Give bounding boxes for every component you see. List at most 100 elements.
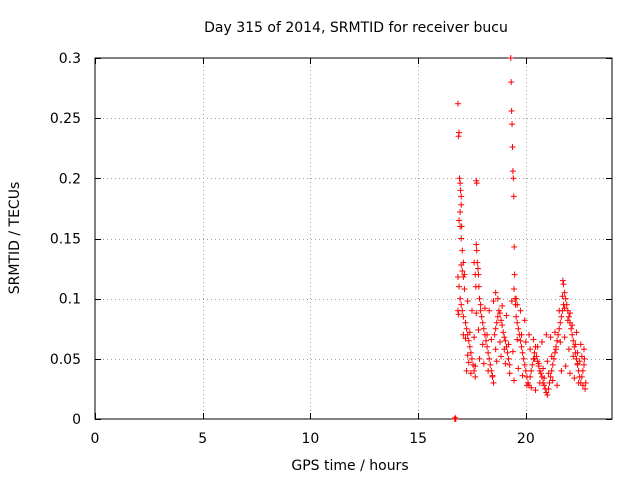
x-tick-label: 15: [409, 431, 427, 447]
data-point: [457, 295, 464, 302]
data-point: [541, 375, 548, 382]
data-point: [554, 382, 561, 389]
data-point: [487, 361, 494, 368]
data-point: [454, 100, 461, 107]
data-point: [472, 271, 479, 278]
data-point: [458, 201, 465, 208]
data-point: [486, 355, 493, 362]
data-point: [564, 317, 571, 324]
data-point: [463, 367, 470, 374]
data-point: [481, 305, 488, 312]
data-point: [573, 329, 580, 336]
data-point: [547, 334, 554, 341]
data-point: [560, 281, 567, 288]
data-point: [565, 313, 572, 320]
data-point: [484, 331, 491, 338]
data-point: [493, 319, 500, 326]
data-point: [459, 267, 466, 274]
data-point: [540, 365, 547, 372]
data-point: [518, 343, 525, 350]
data-point: [558, 313, 565, 320]
data-point: [561, 334, 568, 341]
data-point: [494, 313, 501, 320]
data-point: [559, 293, 566, 300]
data-point: [544, 391, 551, 398]
data-point: [499, 302, 506, 309]
data-point: [555, 331, 562, 338]
data-point: [507, 55, 514, 61]
data-point: [480, 325, 487, 332]
data-point: [464, 298, 471, 305]
data-point: [492, 289, 499, 296]
data-point: [493, 358, 500, 365]
data-point: [573, 355, 580, 362]
data-point: [523, 382, 530, 389]
data-point: [473, 310, 480, 317]
data-point: [559, 277, 566, 284]
data-point: [578, 353, 585, 360]
data-point: [492, 346, 499, 353]
y-tick-label: 0.1: [59, 292, 81, 308]
data-point: [538, 338, 545, 345]
data-point: [580, 361, 587, 368]
data-point: [496, 338, 503, 345]
x-axis-label: GPS time / hours: [291, 458, 408, 474]
data-point: [522, 338, 529, 345]
data-point: [509, 144, 516, 151]
data-point: [548, 353, 555, 360]
data-point: [527, 346, 534, 353]
data-point: [465, 337, 472, 344]
data-point: [505, 355, 512, 362]
data-point: [457, 187, 464, 194]
data-point: [574, 349, 581, 356]
data-point: [578, 373, 585, 380]
data-point: [462, 319, 469, 326]
data-point: [508, 79, 515, 86]
data-point: [480, 360, 487, 367]
data-point: [568, 325, 575, 332]
data-point: [575, 379, 582, 386]
data-point: [488, 336, 495, 343]
data-point: [461, 286, 468, 293]
data-point: [484, 343, 491, 350]
data-point: [458, 261, 465, 268]
data-point: [529, 361, 536, 368]
data-point: [526, 331, 533, 338]
data-point: [546, 379, 553, 386]
data-point: [572, 341, 579, 348]
data-point: [554, 337, 561, 344]
data-point: [544, 358, 551, 365]
data-point: [465, 359, 472, 366]
data-point: [552, 346, 559, 353]
data-point: [471, 367, 478, 374]
data-point: [560, 301, 567, 308]
data-point: [541, 382, 548, 389]
data-point: [452, 416, 459, 422]
data-point: [455, 311, 462, 318]
data-point: [509, 348, 516, 355]
data-point: [561, 289, 568, 296]
data-point: [468, 355, 475, 362]
data-point: [490, 379, 497, 386]
x-tick-label: 5: [198, 431, 207, 447]
x-tick-label: 20: [517, 431, 535, 447]
data-point: [549, 377, 556, 384]
y-tick-label: 0.25: [50, 111, 81, 127]
data-point: [521, 361, 528, 368]
data-point: [514, 336, 521, 343]
y-tick-label: 0.15: [50, 232, 81, 248]
data-point: [582, 385, 589, 392]
data-point: [476, 295, 483, 302]
data-point: [515, 325, 522, 332]
data-point: [574, 360, 581, 367]
data-point: [506, 370, 513, 377]
data-point: [454, 307, 461, 314]
data-point: [522, 367, 529, 374]
data-point: [549, 361, 556, 368]
data-point: [458, 193, 465, 200]
data-point: [502, 360, 509, 367]
data-point: [475, 326, 482, 333]
data-point: [473, 180, 480, 187]
data-point: [485, 349, 492, 356]
data-point: [473, 241, 480, 248]
